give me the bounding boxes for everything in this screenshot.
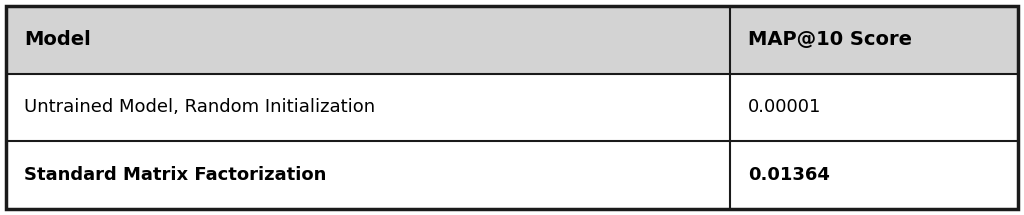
Text: Standard Matrix Factorization: Standard Matrix Factorization [25,166,327,184]
Bar [6,141,1018,209]
Text: MAP@10 Score: MAP@10 Score [748,30,911,49]
Bar [6,6,1018,74]
Text: 0.00001: 0.00001 [748,98,821,117]
Text: Model: Model [25,30,91,49]
Text: Untrained Model, Random Initialization: Untrained Model, Random Initialization [25,98,376,117]
Text: 0.01364: 0.01364 [748,166,829,184]
Bar [6,74,1018,141]
